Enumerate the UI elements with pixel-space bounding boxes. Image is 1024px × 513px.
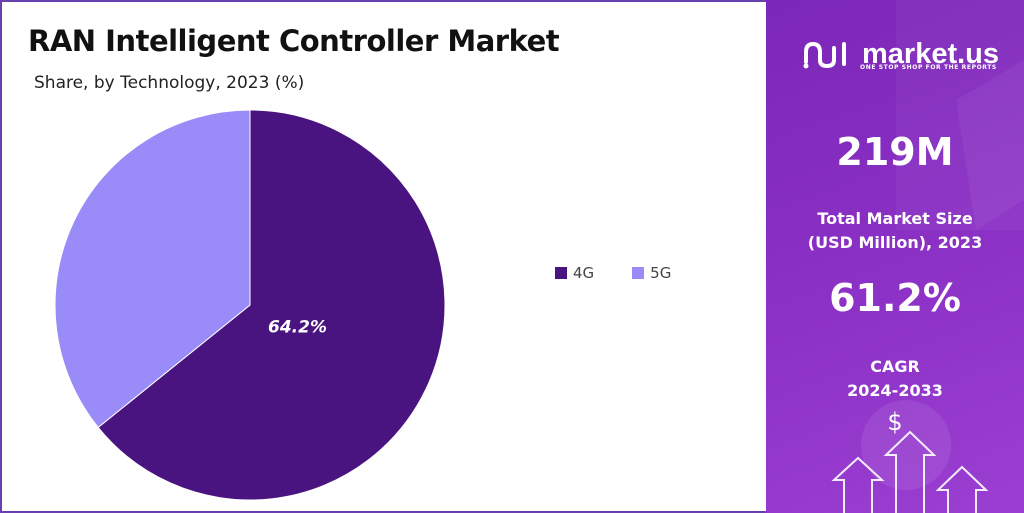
chart-title: RAN Intelligent Controller Market — [28, 24, 560, 58]
market-size-label-line2: (USD Million), 2023 — [807, 233, 983, 252]
pie-chart: 64.2% — [54, 109, 446, 501]
pie-label-4g: 64.2% — [268, 318, 327, 338]
market-size-value: 219M — [836, 130, 954, 174]
legend-swatch-4g — [555, 267, 567, 279]
legend-item-4g: 4G — [555, 264, 594, 282]
chart-panel: RAN Intelligent Controller Market Share,… — [0, 0, 766, 513]
legend-item-5g: 5G — [632, 264, 671, 282]
legend-swatch-5g — [632, 267, 645, 279]
brand-name: market.us — [862, 37, 1000, 70]
background-decoration — [831, 0, 1024, 513]
cagr-label-line2: 2024-2033 — [847, 381, 943, 400]
growth-arrows-icon — [831, 430, 989, 513]
stats-sidebar: market.us ONE STOP SHOP FOR THE REPORTS … — [766, 0, 1024, 513]
cagr-label-line1: CAGR — [870, 357, 920, 376]
legend-label-4g: 4G — [573, 264, 595, 282]
legend-label-5g: 5G — [650, 264, 672, 282]
market-size-label-line1: Total Market Size — [817, 209, 973, 228]
pie-slice-4g — [97, 109, 446, 501]
chart-subtitle: Share, by Technology, 2023 (%) — [34, 73, 305, 93]
cagr-value: 61.2% — [829, 276, 961, 320]
market-us-logo-icon — [803, 41, 846, 69]
legend: 4G 5G — [555, 264, 671, 282]
brand-tagline: ONE STOP SHOP FOR THE REPORTS — [860, 64, 997, 71]
pie-slice-5g — [54, 109, 251, 429]
dollar-icon: $ — [887, 408, 903, 436]
brand-logo: market.us — [802, 38, 999, 70]
